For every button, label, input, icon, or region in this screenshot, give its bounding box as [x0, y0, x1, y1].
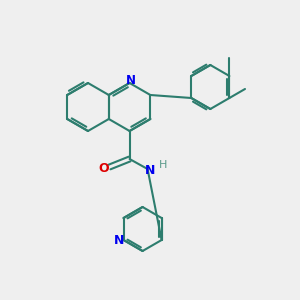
Text: N: N: [126, 74, 136, 86]
Text: O: O: [98, 161, 109, 175]
Text: N: N: [144, 164, 155, 176]
Text: H: H: [158, 160, 167, 170]
Text: N: N: [114, 233, 125, 247]
